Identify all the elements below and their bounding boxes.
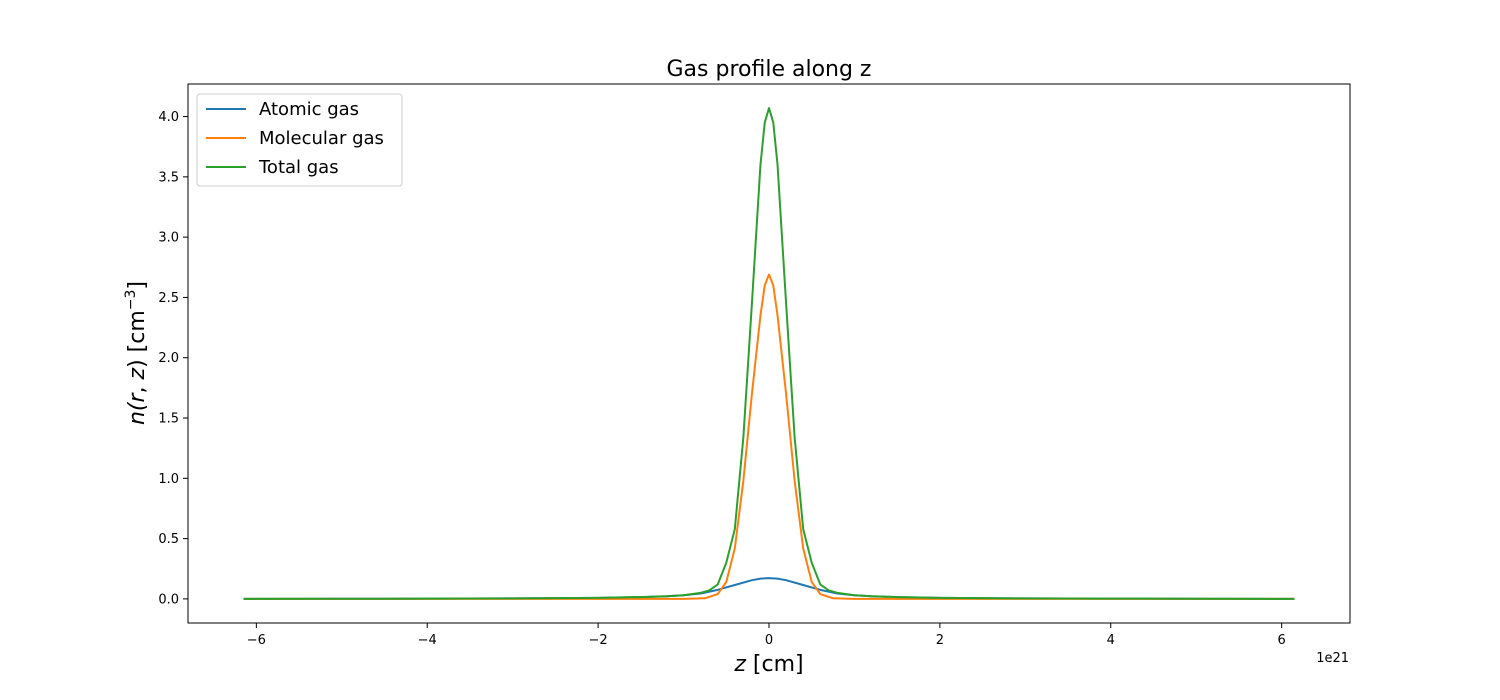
y-axis-label-r: r	[125, 392, 150, 403]
y-axis-label-comma: ,	[125, 379, 150, 393]
x-tick-label: −2	[589, 633, 608, 648]
y-tick-label: 0.0	[158, 592, 179, 607]
y-axis-label-z: z	[125, 367, 150, 380]
x-axis-offset-label: 1e21	[1316, 651, 1349, 666]
x-axis-label-space	[746, 652, 753, 677]
legend-label-atomic-gas: Atomic gas	[259, 99, 359, 120]
legend: Atomic gas Molecular gas Total gas	[196, 93, 403, 187]
x-axis-ticks: −6 −4 −2 0 2 4 6	[247, 623, 1286, 648]
y-tick-label: 4.0	[158, 110, 179, 125]
x-tick-label: 2	[936, 633, 944, 648]
x-tick-label: 0	[765, 633, 773, 648]
y-tick-label: 0.5	[158, 532, 179, 547]
y-axis-label-unit: [cm	[125, 310, 150, 352]
y-axis-label-end: ]	[125, 281, 150, 290]
y-tick-label: 2.0	[158, 351, 179, 366]
y-tick-label: 3.5	[158, 170, 179, 185]
y-tick-label: 2.5	[158, 291, 179, 306]
y-tick-label: 1.5	[158, 412, 179, 427]
x-tick-label: −6	[247, 633, 266, 648]
series-lines	[243, 107, 1295, 600]
y-axis-label-n: n(	[125, 401, 150, 425]
series-line-total-gas	[243, 107, 1295, 600]
y-tick-label: 3.0	[158, 231, 179, 246]
legend-box	[196, 93, 403, 187]
y-axis-label-gap	[125, 352, 150, 359]
x-axis-label: z [cm]	[733, 652, 803, 677]
legend-label-total-gas: Total gas	[258, 157, 339, 178]
x-tick-label: −4	[418, 633, 437, 648]
series-line-molecular-gas	[243, 273, 1295, 600]
y-axis-label-close: )	[125, 359, 150, 368]
y-axis-label: n(r, z) [cm−3]	[123, 281, 150, 425]
y-axis-ticks: 0.0 0.5 1.0 1.5 2.0 2.5 3.0 3.5 4.0	[158, 110, 188, 607]
chart-title: Gas profile along z	[667, 57, 872, 82]
x-tick-label: 6	[1278, 633, 1286, 648]
legend-label-molecular-gas: Molecular gas	[259, 128, 384, 149]
x-tick-label: 4	[1107, 633, 1115, 648]
y-axis-label-exp: −3	[123, 290, 139, 311]
x-axis-label-var: z	[733, 652, 746, 677]
x-axis-label-unit: [cm]	[753, 652, 804, 677]
y-tick-label: 1.0	[158, 472, 179, 487]
